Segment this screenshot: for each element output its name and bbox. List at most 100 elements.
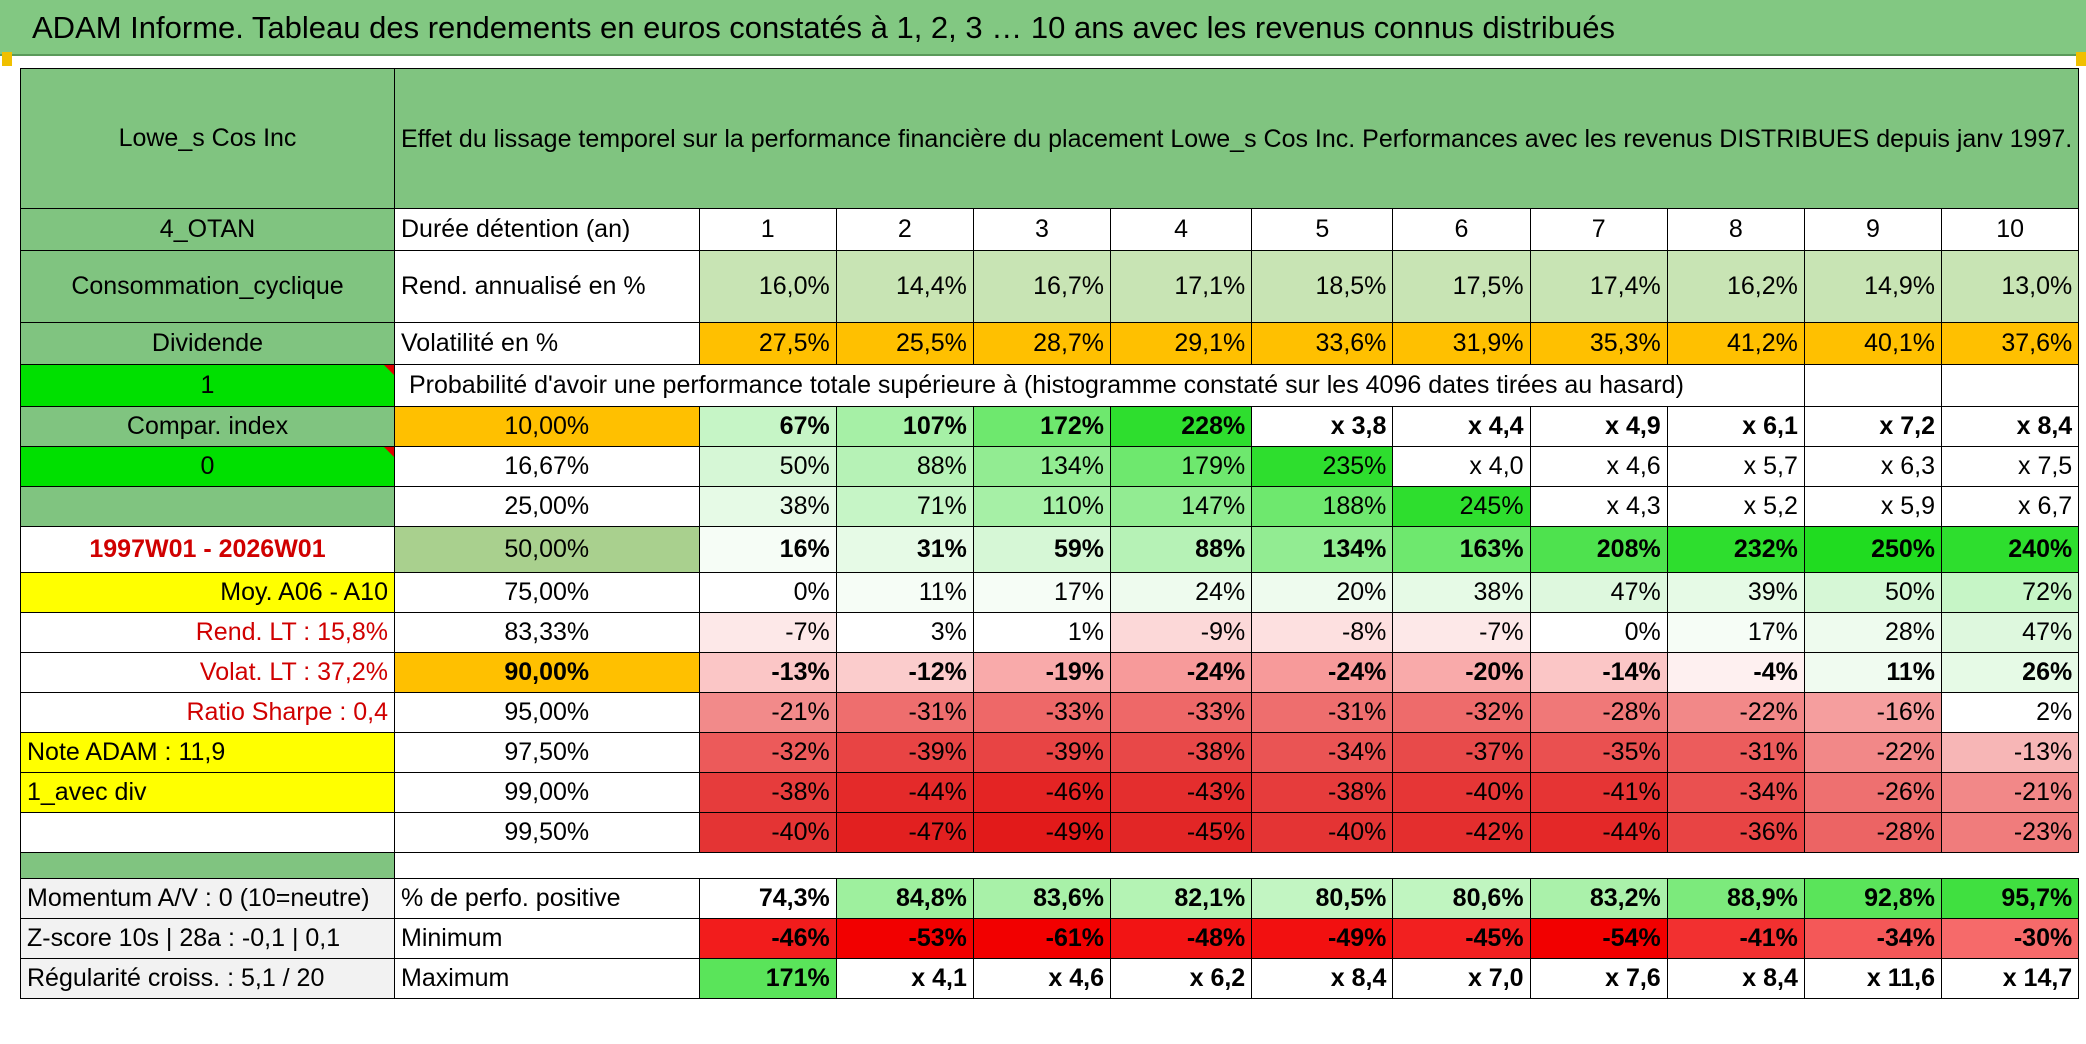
return-value: 17,5%	[1392, 250, 1531, 323]
probability-cell: -22%	[1803, 732, 1943, 773]
flag-cell-1[interactable]: 1	[20, 364, 395, 407]
year-4: 4	[1110, 208, 1253, 251]
probability-cell: 228%	[1110, 406, 1253, 447]
year-5: 5	[1251, 208, 1394, 251]
probability-cell: 1%	[972, 612, 1112, 653]
instrument-name: Lowe_s Cos Inc	[20, 68, 395, 209]
probability-cell: 17%	[972, 572, 1112, 613]
compar-index-label: Compar. index	[20, 406, 395, 447]
percentile-row: Rend. LT : 15,8% 83,33% -7% 3% 1% -9% -8% -7% 0%…	[20, 612, 2080, 653]
stat-cell: x 7,0	[1392, 958, 1531, 999]
percentile-threshold: 16,67%	[394, 446, 700, 487]
flag-cell-0[interactable]: 0	[20, 446, 395, 487]
probability-cell: 11%	[835, 572, 974, 613]
percentile-row: 1_avec div 99,00% -38% -44% -46% -43% -38% -40%…	[20, 772, 2080, 813]
probability-cell: 50%	[1803, 572, 1943, 613]
stat-cell: 92,8%	[1803, 878, 1943, 919]
probability-cell: -4%	[1666, 652, 1805, 693]
probability-cell: 110%	[972, 486, 1112, 527]
probability-cell: 250%	[1803, 526, 1943, 573]
stat-cell: 83,6%	[972, 878, 1112, 919]
probability-cell: -13%	[1941, 732, 2080, 773]
empty-cell	[1941, 364, 2080, 407]
stat-cell: x 4,1	[835, 958, 974, 999]
probability-cell: -36%	[1666, 812, 1805, 853]
regularite-label: Régularité croiss. : 5,1 / 20	[20, 958, 395, 999]
probability-cell: -13%	[698, 652, 837, 693]
percentile-row: Volat. LT : 37,2% 90,00% -13% -12% -19% -24% -…	[20, 652, 2080, 693]
probability-cell: -39%	[972, 732, 1112, 773]
duration-label: Durée détention (an)	[394, 208, 700, 251]
sharpe-label: Ratio Sharpe : 0,4	[20, 692, 395, 733]
stat-cell: x 8,4	[1666, 958, 1805, 999]
probability-cell: -9%	[1110, 612, 1253, 653]
probability-cell: x 7,2	[1803, 406, 1943, 447]
probability-cell: -32%	[698, 732, 837, 773]
years-row: 4_OTAN Durée détention (an) 1 2 3 4 5 6 …	[20, 208, 2080, 251]
stat-cell: 84,8%	[835, 878, 974, 919]
probability-cell: 28%	[1803, 612, 1943, 653]
avec-div-label: 1_avec div	[20, 772, 395, 813]
year-7: 7	[1529, 208, 1668, 251]
return-value: 17,1%	[1110, 250, 1253, 323]
probability-cell: -32%	[1392, 692, 1531, 733]
empty-label	[20, 486, 395, 527]
probability-cell: -39%	[835, 732, 974, 773]
volatility-value: 27,5%	[698, 322, 837, 365]
probability-cell: x 5,7	[1666, 446, 1805, 487]
percentile-threshold: 99,00%	[394, 772, 700, 813]
empty-cell	[1803, 364, 1943, 407]
return-value: 17,4%	[1529, 250, 1668, 323]
spacer-cell	[20, 852, 395, 879]
stat-cell: -45%	[1392, 918, 1531, 959]
probability-cell: 0%	[698, 572, 837, 613]
probability-cell: x 5,9	[1803, 486, 1943, 527]
probability-cell: 38%	[1392, 572, 1531, 613]
probability-cell: -14%	[1529, 652, 1668, 693]
volatility-value: 28,7%	[972, 322, 1112, 365]
stat-cell: x 6,2	[1110, 958, 1253, 999]
stat-cell: x 14,7	[1941, 958, 2080, 999]
probability-cell: -28%	[1803, 812, 1943, 853]
volatility-label: Volatilité en %	[394, 322, 700, 365]
probability-cell: 47%	[1529, 572, 1668, 613]
percentile-threshold: 99,50%	[394, 812, 700, 853]
stat-cell: -30%	[1941, 918, 2080, 959]
stat-cell: x 11,6	[1803, 958, 1943, 999]
probability-cell: -28%	[1529, 692, 1668, 733]
percentile-row: Note ADAM : 11,9 97,50% -32% -39% -39% -38% -3…	[20, 732, 2080, 773]
performance-table: Lowe_s Cos Inc Effet du lissage temporel…	[20, 68, 2080, 999]
probability-cell: -16%	[1803, 692, 1943, 733]
stat-cell: 74,3%	[698, 878, 837, 919]
year-2: 2	[835, 208, 974, 251]
probability-cell: -33%	[972, 692, 1112, 733]
stat-cell: 171%	[698, 958, 837, 999]
return-value: 16,2%	[1666, 250, 1805, 323]
probability-cell: 3%	[835, 612, 974, 653]
return-value: 14,4%	[835, 250, 974, 323]
probability-cell: x 4,6	[1529, 446, 1668, 487]
probability-cell: 0%	[1529, 612, 1668, 653]
probability-cell: -37%	[1392, 732, 1531, 773]
probability-cell: -40%	[1392, 772, 1531, 813]
probability-cell: 134%	[972, 446, 1112, 487]
return-value: 13,0%	[1941, 250, 2080, 323]
stat-cell: 82,1%	[1110, 878, 1253, 919]
probability-cell: -24%	[1251, 652, 1394, 693]
probability-cell: -40%	[1251, 812, 1394, 853]
percentile-row: Ratio Sharpe : 0,4 95,00% -21% -31% -33% -33%…	[20, 692, 2080, 733]
probability-cell: -7%	[1392, 612, 1531, 653]
probability-cell: -41%	[1529, 772, 1668, 813]
probability-cell: -22%	[1666, 692, 1805, 733]
probability-cell: x 3,8	[1251, 406, 1394, 447]
probability-cell: 47%	[1941, 612, 2080, 653]
probability-cell: -7%	[698, 612, 837, 653]
stat-label: % de perfo. positive	[394, 878, 700, 919]
probability-cell: 71%	[835, 486, 974, 527]
probability-cell: 232%	[1666, 526, 1805, 573]
probability-cell: 67%	[698, 406, 837, 447]
probability-cell: -45%	[1110, 812, 1253, 853]
returns-label: Rend. annualisé en %	[394, 250, 700, 323]
spacer-row	[20, 852, 2079, 879]
probability-cell: -38%	[698, 772, 837, 813]
